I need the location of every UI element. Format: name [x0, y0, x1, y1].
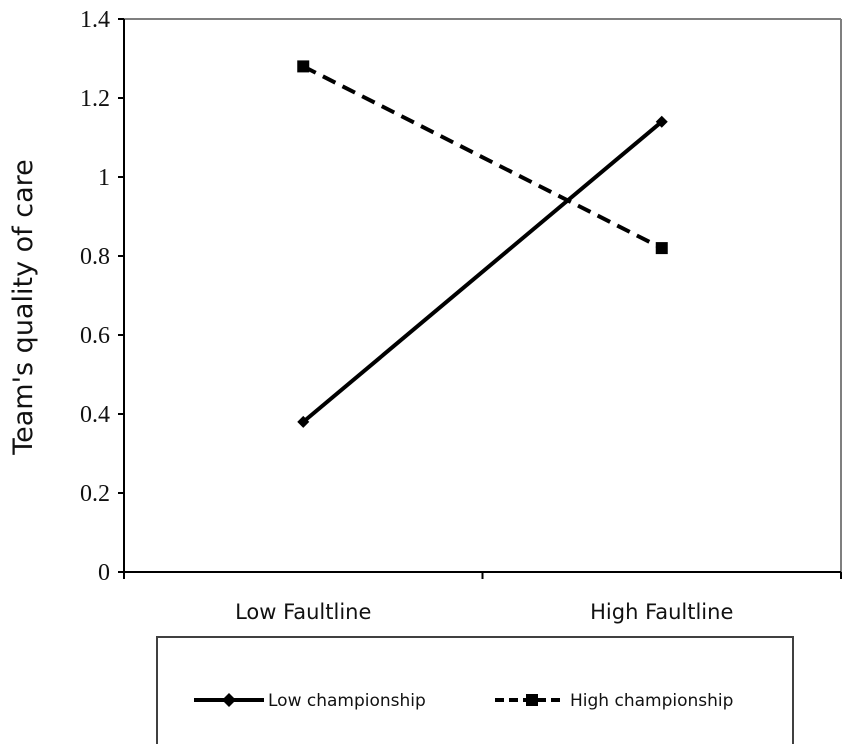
y-tick-label: 0.2 [80, 481, 110, 507]
legend-label: High championship [570, 691, 733, 711]
y-tick-label: 0.8 [80, 244, 110, 270]
series-layer [297, 60, 668, 428]
square-marker-icon [526, 694, 538, 706]
diamond-marker-icon [655, 115, 668, 128]
y-tick-label: 1.2 [80, 86, 110, 112]
diamond-marker-icon [297, 415, 310, 428]
legend-item-high-championship: High championship [495, 691, 733, 711]
legend-border [156, 636, 794, 744]
x-category-label: Low Faultline [235, 600, 371, 624]
legend-item-low-championship: Low championship [194, 691, 426, 711]
x-axis-ticks: Low Faultline High Faultline [123, 572, 842, 624]
y-tick-label: 1.4 [80, 7, 110, 33]
y-axis-title: Team's quality of care [8, 159, 39, 456]
x-category-label: High Faultline [590, 600, 733, 624]
y-tick-label: 0.6 [80, 323, 110, 349]
legend: Low championship High championship [156, 636, 794, 744]
y-tick-label: 1 [98, 165, 110, 191]
y-tick-label: 0.4 [80, 402, 110, 428]
series-line [302, 64, 663, 250]
square-marker-icon [655, 242, 668, 255]
y-tick-label: 0 [98, 560, 110, 586]
series-line [301, 120, 664, 424]
y-axis-ticks: 0 0.2 0.4 0.6 0.8 1 1.2 1.4 [80, 7, 124, 586]
diamond-marker-icon [222, 693, 236, 707]
series-high-championship [297, 60, 668, 255]
legend-label: Low championship [268, 691, 426, 711]
series-low-championship [297, 115, 668, 428]
square-marker-icon [297, 60, 310, 73]
